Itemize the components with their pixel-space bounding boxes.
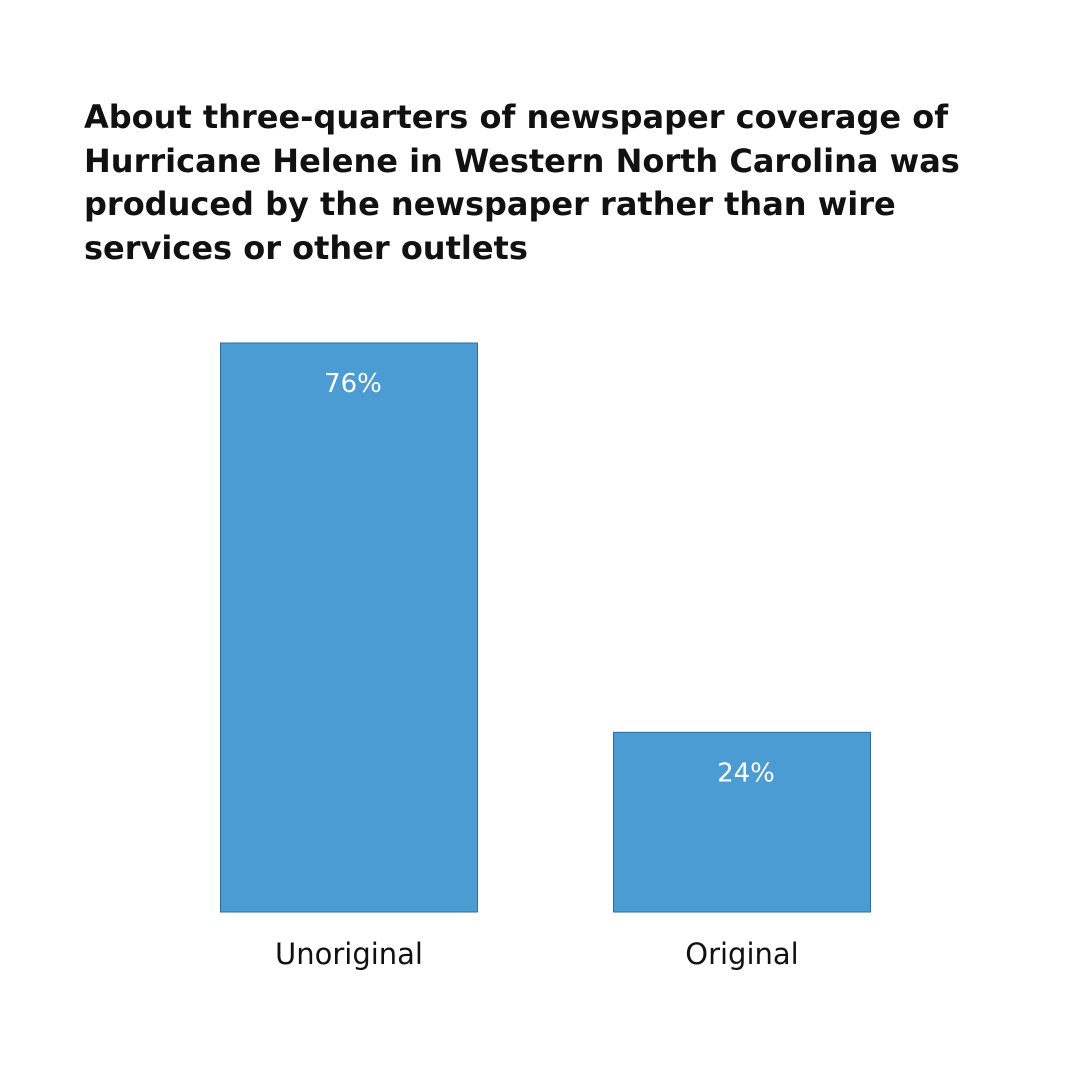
- value-label-original: 24%: [717, 758, 775, 788]
- category-label-unoriginal: Unoriginal: [275, 937, 423, 971]
- bar-original: [613, 731, 871, 913]
- chart-title: About three-quarters of newspaper covera…: [84, 98, 960, 267]
- value-label-unoriginal: 76%: [324, 369, 382, 399]
- bars-group: [220, 342, 871, 913]
- bar-unoriginal: [220, 342, 478, 913]
- category-label-original: Original: [685, 937, 798, 971]
- category-labels-group: Unoriginal Original: [275, 937, 799, 971]
- value-labels-group: 76% 24%: [324, 369, 775, 788]
